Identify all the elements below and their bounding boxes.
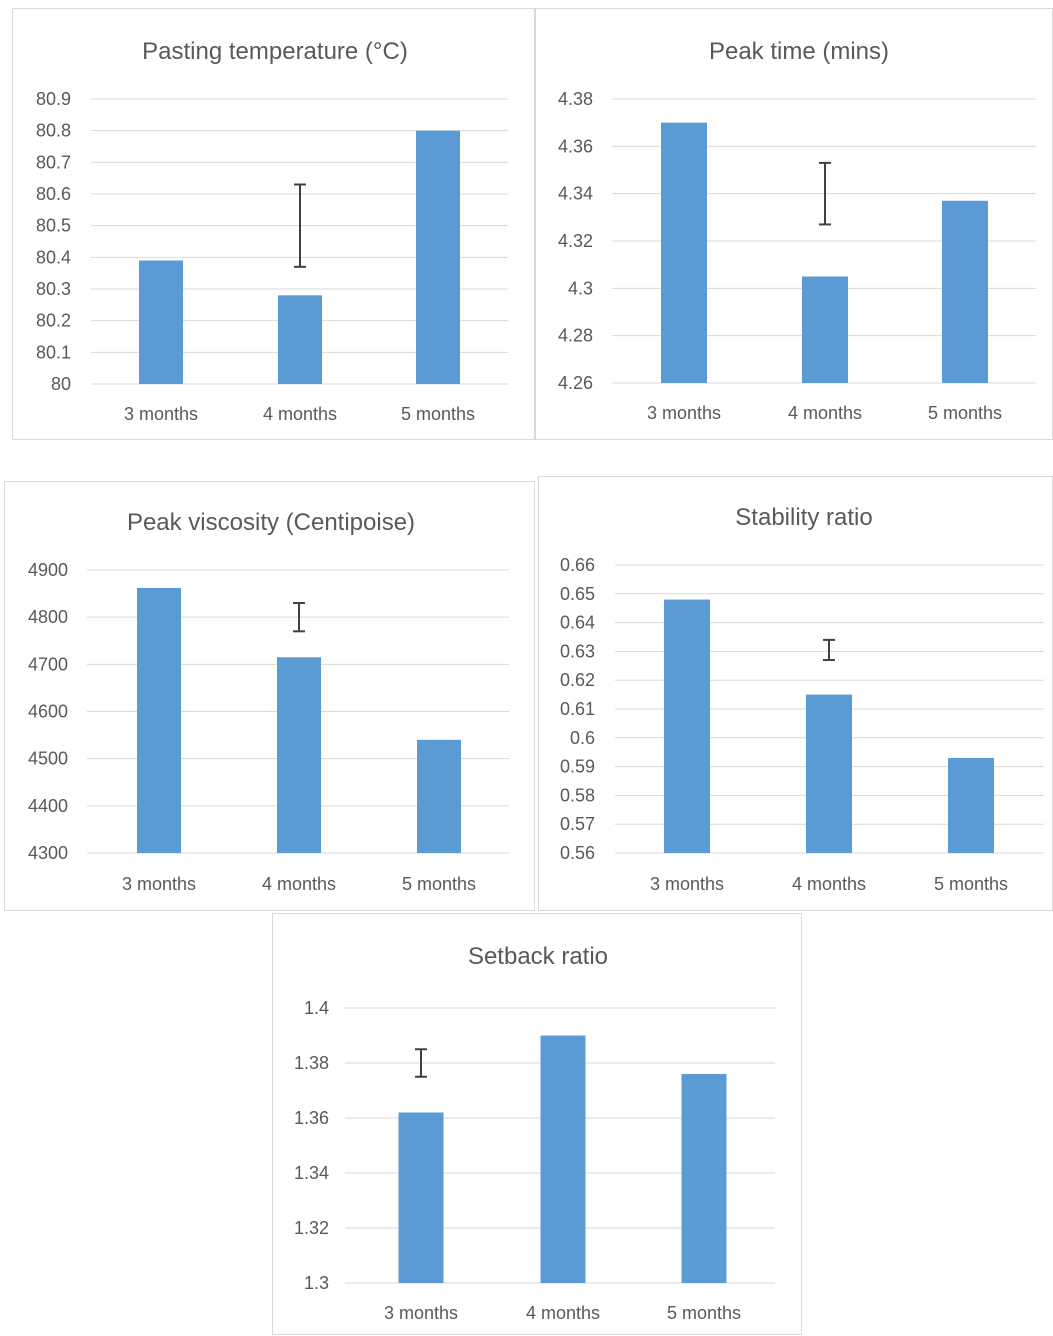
bar-5-months: [416, 130, 460, 384]
y-tick-label: 0.6: [570, 728, 595, 748]
bar-4-months: [806, 694, 852, 853]
x-tick-label: 4 months: [792, 874, 866, 894]
x-tick-label: 5 months: [934, 874, 1008, 894]
y-tick-label: 80.7: [36, 152, 71, 172]
y-tick-label: 0.58: [560, 785, 595, 805]
bar-5-months: [681, 1074, 727, 1283]
x-tick-label: 3 months: [122, 874, 196, 894]
bar-5-months: [948, 757, 994, 853]
bar-4-months: [802, 276, 848, 383]
y-tick-label: 4700: [28, 654, 68, 674]
chart-svg: Setback ratio 1.3 1.32 1.34 1.36 1.38 1.4 3 mon…: [294, 943, 775, 1323]
y-tick-label: 4600: [28, 702, 68, 722]
y-tick-label: 80.1: [36, 342, 71, 362]
y-tick-label: 80.3: [36, 279, 71, 299]
chart-panel-stability-ratio: Stability ratio 0.56 0.57 0.58 0.59 0.6 0.61 0.…: [538, 476, 1053, 911]
y-tick-label: 4.38: [558, 89, 593, 109]
bar-4-months: [278, 295, 322, 384]
y-tick-label: 4.34: [558, 184, 593, 204]
x-tick-label: 3 months: [650, 874, 724, 894]
y-tick-label: 4400: [28, 796, 68, 816]
chart-title: Stability ratio: [735, 504, 872, 531]
error-bar: [293, 602, 305, 633]
bar-4-months: [540, 1035, 586, 1283]
chart-panel-pasting-temperature: Pasting temperature (°C) 80 80.1 80.2 80.3 80…: [12, 8, 535, 440]
chart-svg: Peak time (mins) 4.26 4.28 4.3 4.32 4.34 4.36 4…: [558, 38, 1036, 423]
x-tick-label: 5 months: [402, 874, 476, 894]
error-bar: [819, 161, 831, 226]
bar-5-months: [942, 200, 988, 383]
chart-panel-peak-time: Peak time (mins) 4.26 4.28 4.3 4.32 4.34 4.36 4…: [535, 8, 1053, 440]
y-tick-label: 0.64: [560, 613, 595, 633]
y-tick-label: 0.57: [560, 814, 595, 834]
y-tick-label: 4300: [28, 843, 68, 863]
bar-5-months: [417, 739, 461, 853]
y-tick-label: 4.28: [558, 326, 593, 346]
y-tick-label: 80.6: [36, 184, 71, 204]
x-tick-label: 3 months: [384, 1303, 458, 1323]
y-tick-label: 80: [51, 374, 71, 394]
x-tick-label: 5 months: [928, 403, 1002, 423]
x-tick-label: 4 months: [526, 1303, 600, 1323]
bar-3-months: [139, 260, 183, 384]
bar-4-months: [277, 657, 321, 853]
y-tick-label: 1.32: [294, 1218, 329, 1238]
chart-svg: Pasting temperature (°C) 80 80.1 80.2 80.3 80…: [36, 38, 508, 424]
y-tick-label: 0.66: [560, 555, 595, 575]
y-tick-label: 0.59: [560, 757, 595, 777]
y-tick-label: 1.38: [294, 1053, 329, 1073]
bar-3-months: [137, 587, 181, 853]
x-tick-label: 5 months: [667, 1303, 741, 1323]
y-tick-label: 4800: [28, 607, 68, 627]
error-bar: [823, 638, 835, 662]
chart-panel-setback-ratio: Setback ratio 1.3 1.32 1.34 1.36 1.38 1.4 3 mon…: [272, 913, 802, 1335]
chart-svg: Stability ratio 0.56 0.57 0.58 0.59 0.6 0.61 0.…: [560, 504, 1044, 894]
x-tick-label: 5 months: [401, 404, 475, 424]
bar-3-months: [664, 599, 710, 853]
bar-3-months: [398, 1112, 444, 1283]
y-tick-label: 0.63: [560, 641, 595, 661]
y-tick-label: 4900: [28, 560, 68, 580]
y-tick-label: 0.61: [560, 699, 595, 719]
y-tick-label: 1.3: [304, 1273, 329, 1293]
y-tick-label: 80.2: [36, 311, 71, 331]
chart-title: Peak time (mins): [709, 38, 889, 65]
y-tick-label: 4.3: [568, 278, 593, 298]
bar-3-months: [661, 122, 707, 384]
chart-title: Pasting temperature (°C): [142, 38, 408, 65]
y-tick-label: 4500: [28, 749, 68, 769]
x-tick-label: 3 months: [124, 404, 198, 424]
y-tick-label: 80.8: [36, 121, 71, 141]
x-tick-label: 4 months: [263, 404, 337, 424]
y-tick-label: 4.32: [558, 231, 593, 251]
x-tick-label: 4 months: [262, 874, 336, 894]
chart-panel-peak-viscosity: Peak viscosity (Centipoise) 4300 4400 4500 4…: [4, 481, 535, 911]
chart-title: Peak viscosity (Centipoise): [127, 509, 415, 536]
error-bar: [415, 1048, 427, 1078]
y-tick-label: 80.9: [36, 89, 71, 109]
y-tick-label: 1.34: [294, 1163, 329, 1183]
y-tick-label: 0.62: [560, 670, 595, 690]
chart-svg: Peak viscosity (Centipoise) 4300 4400 4500 4…: [28, 509, 509, 894]
y-tick-label: 0.56: [560, 843, 595, 863]
error-bar: [294, 183, 306, 268]
y-tick-label: 80.4: [36, 247, 71, 267]
y-tick-label: 0.65: [560, 584, 595, 604]
chart-title: Setback ratio: [468, 943, 608, 970]
y-tick-label: 80.5: [36, 216, 71, 236]
x-tick-label: 3 months: [647, 403, 721, 423]
y-tick-label: 4.26: [558, 373, 593, 393]
y-tick-label: 1.36: [294, 1108, 329, 1128]
y-tick-label: 1.4: [304, 998, 329, 1018]
x-tick-label: 4 months: [788, 403, 862, 423]
y-tick-label: 4.36: [558, 136, 593, 156]
